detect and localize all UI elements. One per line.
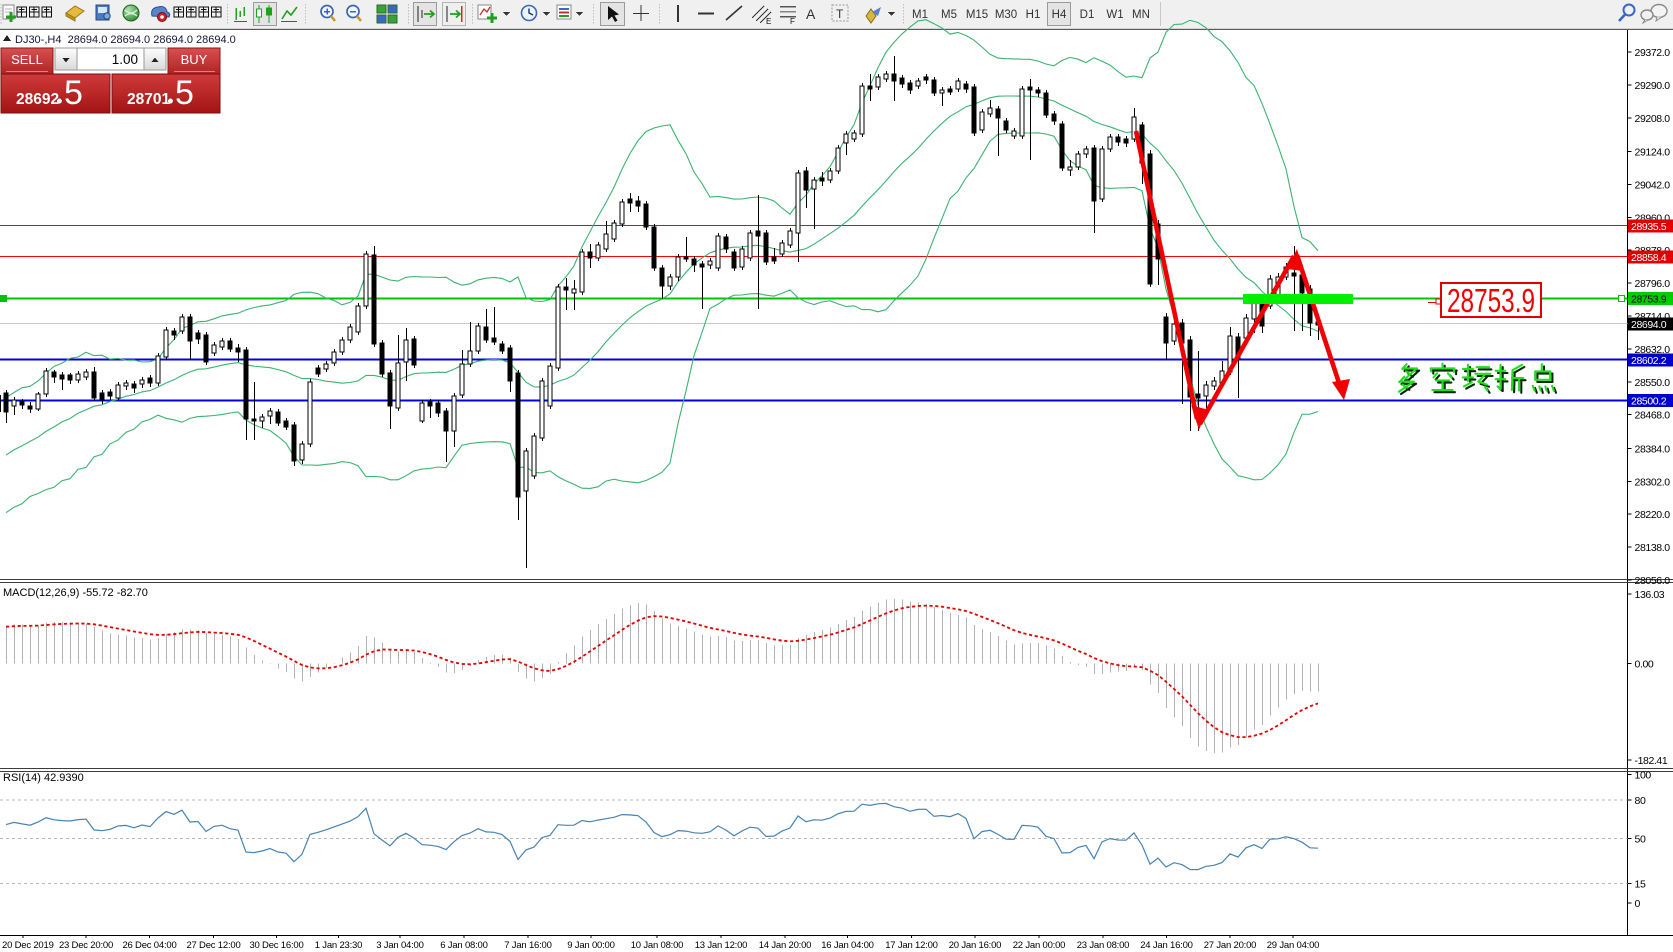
svg-text:50: 50 bbox=[1635, 834, 1646, 846]
svg-text:0.00: 0.00 bbox=[1635, 659, 1654, 671]
svg-text:28602.2: 28602.2 bbox=[1631, 355, 1667, 367]
svg-text:A: A bbox=[806, 6, 816, 22]
svg-text:T: T bbox=[836, 7, 844, 21]
svg-text:1.00: 1.00 bbox=[112, 52, 138, 67]
svg-text:27 Dec 12:00: 27 Dec 12:00 bbox=[186, 940, 240, 951]
svg-text:28692: 28692 bbox=[16, 91, 59, 108]
svg-text:29124.0: 29124.0 bbox=[1635, 147, 1671, 159]
svg-text:14 Jan 20:00: 14 Jan 20:00 bbox=[759, 940, 812, 951]
svg-text:15: 15 bbox=[1635, 879, 1646, 891]
svg-text:28701: 28701 bbox=[127, 91, 170, 108]
svg-text:28468.0: 28468.0 bbox=[1635, 410, 1671, 422]
svg-text:28796.0: 28796.0 bbox=[1635, 278, 1671, 290]
svg-text:28935.5: 28935.5 bbox=[1631, 221, 1667, 233]
svg-text:H4: H4 bbox=[1052, 9, 1067, 21]
svg-text:28384.0: 28384.0 bbox=[1635, 443, 1671, 455]
svg-text:BUY: BUY bbox=[181, 52, 208, 67]
svg-text:M30: M30 bbox=[995, 9, 1017, 21]
svg-text:80: 80 bbox=[1635, 795, 1646, 807]
svg-text:1 Jan 23:30: 1 Jan 23:30 bbox=[315, 940, 362, 951]
svg-text:29290.0: 29290.0 bbox=[1635, 80, 1671, 92]
svg-text:6 Jan 08:00: 6 Jan 08:00 bbox=[440, 940, 487, 951]
svg-text:28220.0: 28220.0 bbox=[1635, 509, 1671, 521]
svg-text:30 Dec 16:00: 30 Dec 16:00 bbox=[249, 940, 303, 951]
svg-text:28632.0: 28632.0 bbox=[1635, 344, 1671, 356]
svg-text:MACD(12,26,9) -55.72 -82.70: MACD(12,26,9) -55.72 -82.70 bbox=[3, 587, 148, 599]
svg-text:M15: M15 bbox=[966, 9, 988, 21]
svg-text:100: 100 bbox=[1635, 770, 1652, 782]
svg-text:24 Jan 16:00: 24 Jan 16:00 bbox=[1140, 940, 1193, 951]
svg-text:28302.0: 28302.0 bbox=[1635, 476, 1671, 488]
svg-text:29042.0: 29042.0 bbox=[1635, 179, 1671, 191]
svg-text:RSI(14) 42.9390: RSI(14) 42.9390 bbox=[3, 772, 84, 784]
svg-text:M1: M1 bbox=[912, 9, 928, 21]
svg-text:7 Jan 16:00: 7 Jan 16:00 bbox=[504, 940, 551, 951]
svg-text:28500.2: 28500.2 bbox=[1631, 396, 1667, 408]
svg-text:5: 5 bbox=[64, 74, 83, 112]
svg-text:-182.41: -182.41 bbox=[1635, 755, 1668, 767]
svg-text:MN: MN bbox=[1132, 9, 1150, 21]
svg-text:29208.0: 29208.0 bbox=[1635, 113, 1671, 125]
svg-text:29372.0: 29372.0 bbox=[1635, 47, 1671, 59]
svg-text:13 Jan 12:00: 13 Jan 12:00 bbox=[695, 940, 748, 951]
svg-text:17 Jan 12:00: 17 Jan 12:00 bbox=[885, 940, 938, 951]
svg-text:20 Dec 2019: 20 Dec 2019 bbox=[2, 940, 54, 951]
svg-text:22 Jan 00:00: 22 Jan 00:00 bbox=[1013, 940, 1066, 951]
svg-text:28858.4: 28858.4 bbox=[1631, 252, 1667, 264]
svg-text:23 Jan 08:00: 23 Jan 08:00 bbox=[1077, 940, 1130, 951]
svg-text:F: F bbox=[790, 17, 795, 26]
svg-text:28753.9: 28753.9 bbox=[1447, 282, 1535, 319]
svg-text:W1: W1 bbox=[1106, 9, 1123, 21]
svg-text:5: 5 bbox=[175, 74, 194, 112]
svg-text:27 Jan 20:00: 27 Jan 20:00 bbox=[1204, 940, 1257, 951]
svg-text:SELL: SELL bbox=[11, 52, 43, 67]
svg-text:28550.0: 28550.0 bbox=[1635, 377, 1671, 389]
svg-text:H1: H1 bbox=[1026, 9, 1041, 21]
svg-text:10 Jan 08:00: 10 Jan 08:00 bbox=[631, 940, 684, 951]
svg-text:9 Jan 00:00: 9 Jan 00:00 bbox=[567, 940, 614, 951]
svg-text:136.03: 136.03 bbox=[1635, 589, 1665, 601]
svg-text:23 Dec 20:00: 23 Dec 20:00 bbox=[59, 940, 113, 951]
svg-text:16 Jan 04:00: 16 Jan 04:00 bbox=[821, 940, 874, 951]
svg-text:28056.0: 28056.0 bbox=[1635, 575, 1671, 587]
svg-text:D1: D1 bbox=[1080, 9, 1095, 21]
svg-text:E: E bbox=[766, 17, 771, 26]
svg-text:3 Jan 04:00: 3 Jan 04:00 bbox=[376, 940, 423, 951]
svg-text:20 Jan 16:00: 20 Jan 16:00 bbox=[949, 940, 1002, 951]
svg-text:0: 0 bbox=[1635, 898, 1641, 910]
svg-text:DJ30-,H4 28694.0 28694.0 2869: DJ30-,H4 28694.0 28694.0 28694.0 28694.0 bbox=[15, 34, 236, 46]
svg-text:29 Jan 04:00: 29 Jan 04:00 bbox=[1267, 940, 1320, 951]
svg-text:26 Dec 04:00: 26 Dec 04:00 bbox=[122, 940, 176, 951]
svg-text:M5: M5 bbox=[941, 9, 957, 21]
svg-text:28753.9: 28753.9 bbox=[1631, 294, 1667, 306]
svg-text:28694.0: 28694.0 bbox=[1631, 319, 1667, 331]
svg-text:28138.0: 28138.0 bbox=[1635, 542, 1671, 554]
